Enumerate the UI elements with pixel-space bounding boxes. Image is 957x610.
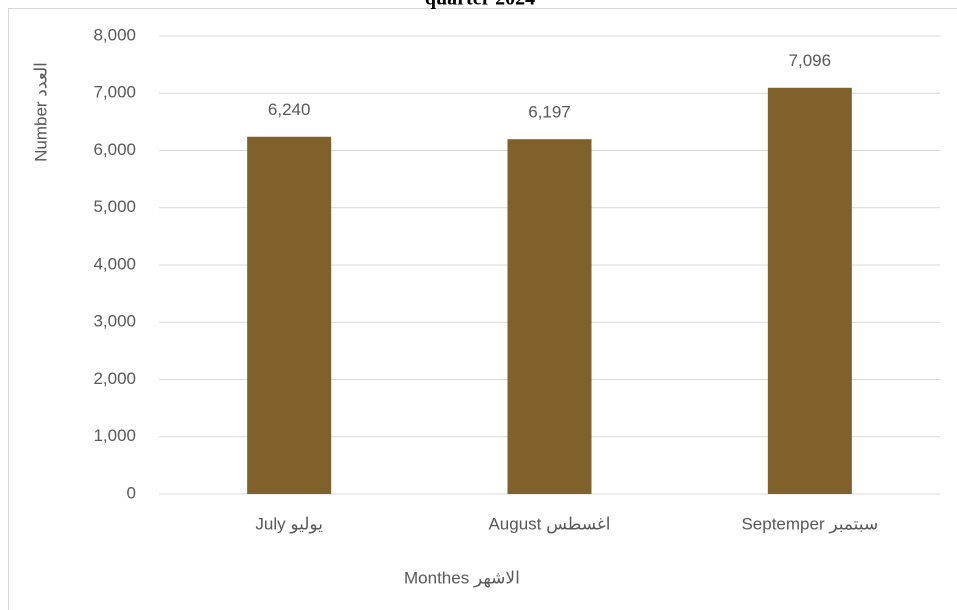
bar xyxy=(767,87,852,494)
x-tick-label: Septemper سبتمبر xyxy=(741,514,878,533)
y-tick-label: 8,000 xyxy=(93,25,136,44)
y-tick-label: 5,000 xyxy=(93,197,136,216)
bar xyxy=(507,139,592,495)
data-label: 6,197 xyxy=(528,103,571,122)
data-label: 6,240 xyxy=(268,100,311,119)
y-tick-label: 4,000 xyxy=(93,254,136,273)
x-tick-label: August اغسطس xyxy=(488,514,610,533)
bar xyxy=(247,136,332,494)
data-label: 7,096 xyxy=(789,51,832,70)
y-axis-label: Number العدد xyxy=(31,62,50,162)
y-tick-label: 3,000 xyxy=(93,312,136,331)
y-tick-label: 0 xyxy=(127,483,136,502)
x-axis-label: Monthes الاشهر xyxy=(404,568,520,588)
x-tick-label: July يوليو xyxy=(255,514,323,533)
chart-border xyxy=(8,8,957,610)
y-tick-label: 7,000 xyxy=(93,83,136,102)
y-tick-label: 6,000 xyxy=(93,140,136,159)
chart-title: quarter 2024 xyxy=(425,0,535,10)
y-tick-label: 1,000 xyxy=(93,426,136,445)
y-tick-label: 2,000 xyxy=(93,369,136,388)
